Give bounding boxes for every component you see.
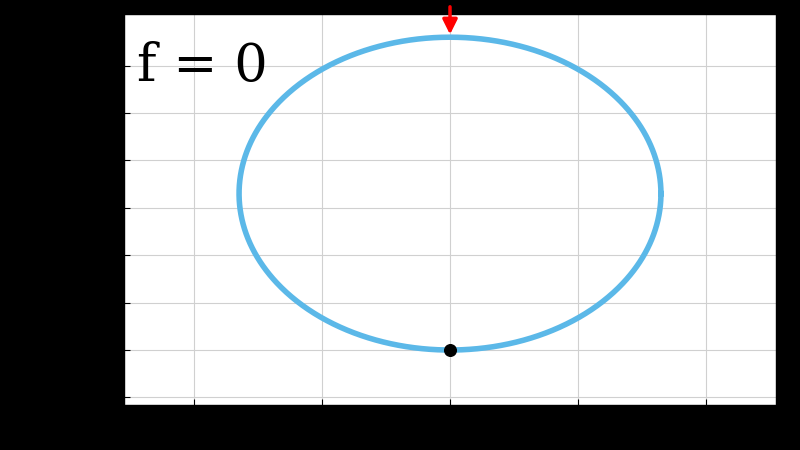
- Point: [443, 346, 456, 354]
- Text: f = 0: f = 0: [137, 41, 268, 92]
